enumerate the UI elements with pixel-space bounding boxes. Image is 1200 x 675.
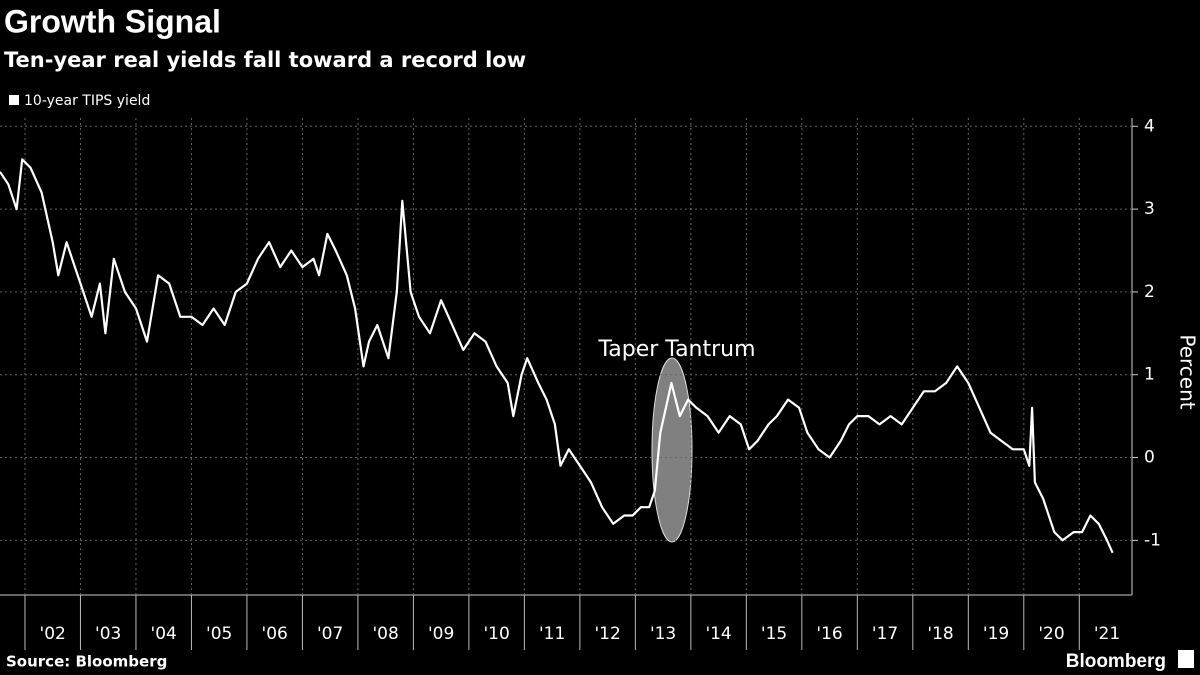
brand: Bloomberg: [1066, 651, 1166, 672]
x-tick-label: '06: [262, 624, 288, 644]
x-tick-label: '02: [40, 624, 66, 644]
x-tick-label: '21: [1094, 624, 1120, 644]
x-tick-label: '05: [206, 624, 232, 644]
x-tick-label: '11: [539, 624, 565, 644]
x-tick-label: '12: [594, 624, 620, 644]
x-tick-label: '18: [927, 624, 953, 644]
chart-title: Growth Signal: [4, 3, 221, 39]
y-tick-label: 1: [1144, 365, 1155, 385]
x-tick-label: '17: [872, 624, 898, 644]
x-tick-label: '08: [373, 624, 399, 644]
source: Source: Bloomberg: [6, 653, 167, 671]
x-tick-label: '10: [483, 624, 509, 644]
x-tick-label: '07: [317, 624, 343, 644]
legend-swatch: [9, 95, 19, 105]
x-tick-label: '04: [151, 624, 177, 644]
chart-subtitle: Ten-year real yields fall toward a recor…: [4, 48, 526, 72]
y-tick-label: -1: [1144, 530, 1161, 550]
legend-label: 10-year TIPS yield: [24, 93, 150, 109]
y-tick-label: 3: [1144, 199, 1155, 219]
x-tick-label: '19: [983, 624, 1009, 644]
x-tick-label: '13: [650, 624, 676, 644]
y-axis-title: Percent: [1176, 334, 1200, 409]
y-tick-label: 2: [1144, 282, 1155, 302]
x-tick-label: '20: [1038, 624, 1064, 644]
annotation: Taper Tantrum: [597, 337, 755, 362]
series-line: [0, 158, 1114, 554]
y-tick-label: 0: [1144, 448, 1155, 468]
annotation-ellipse: [651, 357, 693, 543]
x-tick-label: '09: [428, 624, 454, 644]
x-tick-label: '16: [816, 624, 842, 644]
brand-icon: [1178, 650, 1194, 668]
x-tick-label: '15: [761, 624, 787, 644]
y-tick-label: 4: [1144, 116, 1155, 136]
x-tick-label: '14: [705, 624, 731, 644]
x-tick-label: '03: [95, 624, 121, 644]
